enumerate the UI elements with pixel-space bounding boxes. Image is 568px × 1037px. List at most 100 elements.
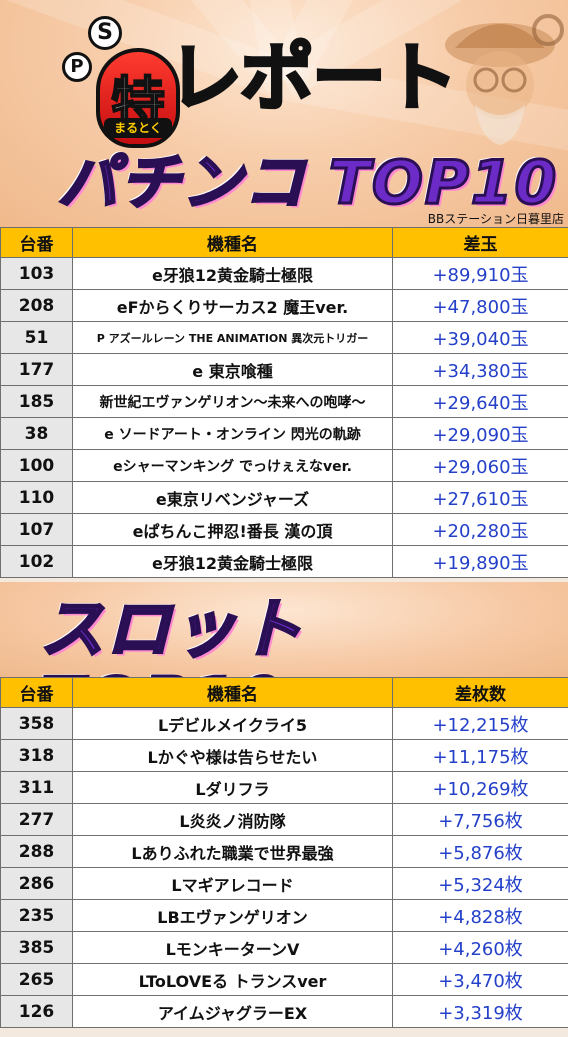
table-row: 185 新世紀エヴァンゲリオン～未来への咆哮～ +29,640玉	[0, 385, 568, 418]
table-row: 51 P アズールレーン THE ANIMATION 異次元トリガー +39,040…	[0, 321, 568, 354]
table-row: 277 L炎炎ノ消防隊 +7,756枚	[0, 803, 568, 836]
column-header-diff: 差枚数	[392, 677, 568, 708]
column-header-number: 台番	[0, 227, 73, 258]
pachinko-header-row: 台番 機種名 差玉	[0, 227, 568, 258]
machine-name: アイムジャグラーEX	[72, 995, 393, 1028]
diff-value: +10,269枚	[392, 771, 568, 804]
table-row: 103 e牙狼12黄金騎士極限 +89,910玉	[0, 257, 568, 290]
table-row: 385 LモンキーターンV +4,260枚	[0, 931, 568, 964]
table-row: 38 e ソードアート・オンライン 閃光の軌跡 +29,090玉	[0, 417, 568, 450]
column-header-number: 台番	[0, 677, 73, 708]
diff-value: +47,800玉	[392, 289, 568, 322]
diff-value: +3,319枚	[392, 995, 568, 1028]
diff-value: +27,610玉	[392, 481, 568, 514]
machine-name: Lダリフラ	[72, 771, 393, 804]
table-row: 235 LBエヴァンゲリオン +4,828枚	[0, 899, 568, 932]
machine-name: LBエヴァンゲリオン	[72, 899, 393, 932]
machine-number: 358	[0, 707, 73, 740]
toku-badge: 特 まるとく	[96, 48, 180, 148]
machine-name: LToLOVEる トランスver	[72, 963, 393, 996]
machine-number: 235	[0, 899, 73, 932]
machine-number: 208	[0, 289, 73, 322]
machine-name: eFからくりサーカス2 魔王ver.	[72, 289, 393, 322]
machine-number: 311	[0, 771, 73, 804]
machine-name: Lありふれた職業で世界最強	[72, 835, 393, 868]
machine-name: L炎炎ノ消防隊	[72, 803, 393, 836]
machine-number: 126	[0, 995, 73, 1028]
machine-number: 110	[0, 481, 73, 514]
diff-value: +7,756枚	[392, 803, 568, 836]
store-name: BBステーション日暮里店	[427, 212, 564, 226]
pachinko-table: 台番 機種名 差玉 103 e牙狼12黄金騎士極限 +89,910玉 208 eFから…	[0, 227, 568, 578]
diff-value: +3,470枚	[392, 963, 568, 996]
column-header-model: 機種名	[72, 227, 393, 258]
table-row: 177 e 東京喰種 +34,380玉	[0, 353, 568, 386]
table-row: 208 eFからくりサーカス2 魔王ver. +47,800玉	[0, 289, 568, 322]
table-row: 126 アイムジャグラーEX +3,319枚	[0, 995, 568, 1028]
table-row: 102 e牙狼12黄金騎士極限 +19,890玉	[0, 545, 568, 578]
detective-mascot-icon	[445, 14, 564, 145]
pachinko-section-title: パチンコ TOP10	[56, 148, 559, 218]
slot-header-row: 台番 機種名 差枚数	[0, 677, 568, 708]
machine-number: 277	[0, 803, 73, 836]
marutoku-label: まるとく	[104, 118, 172, 138]
diff-value: +29,640玉	[392, 385, 568, 418]
machine-name: 新世紀エヴァンゲリオン～未来への咆哮～	[72, 385, 393, 418]
badge-s: S	[88, 16, 122, 50]
diff-value: +19,890玉	[392, 545, 568, 578]
machine-number: 102	[0, 545, 73, 578]
diff-value: +39,040玉	[392, 321, 568, 354]
diff-value: +4,260枚	[392, 931, 568, 964]
table-row: 311 Lダリフラ +10,269枚	[0, 771, 568, 804]
diff-value: +5,876枚	[392, 835, 568, 868]
report-title: レポート	[167, 35, 460, 121]
table-row: 286 Lマギアレコード +5,324枚	[0, 867, 568, 900]
machine-name: Lかぐや様は告らせたい	[72, 739, 393, 772]
slot-banner	[0, 582, 568, 677]
machine-number: 185	[0, 385, 73, 418]
diff-value: +11,175枚	[392, 739, 568, 772]
column-header-diff: 差玉	[392, 227, 568, 258]
machine-number: 385	[0, 931, 73, 964]
machine-number: 100	[0, 449, 73, 482]
machine-number: 51	[0, 321, 73, 354]
machine-number: 107	[0, 513, 73, 546]
machine-name: P アズールレーン THE ANIMATION 異次元トリガー	[72, 321, 393, 354]
table-row: 358 Lデビルメイクライ5 +12,215枚	[0, 707, 568, 740]
machine-number: 177	[0, 353, 73, 386]
diff-value: +29,090玉	[392, 417, 568, 450]
diff-value: +29,060玉	[392, 449, 568, 482]
table-row: 107 eぱちんこ押忍!番長 漢の頂 +20,280玉	[0, 513, 568, 546]
machine-number: 38	[0, 417, 73, 450]
diff-value: +12,215枚	[392, 707, 568, 740]
column-header-model: 機種名	[72, 677, 393, 708]
diff-value: +89,910玉	[392, 257, 568, 290]
machine-name: e牙狼12黄金騎士極限	[72, 545, 393, 578]
machine-name: e ソードアート・オンライン 閃光の軌跡	[72, 417, 393, 450]
machine-number: 286	[0, 867, 73, 900]
machine-number: 265	[0, 963, 73, 996]
diff-value: +4,828枚	[392, 899, 568, 932]
maru-toku-logo: S P 特 まるとく	[60, 16, 180, 148]
table-row: 110 e東京リベンジャーズ +27,610玉	[0, 481, 568, 514]
badge-p: P	[62, 52, 92, 82]
table-row: 318 Lかぐや様は告らせたい +11,175枚	[0, 739, 568, 772]
machine-name: eぱちんこ押忍!番長 漢の頂	[72, 513, 393, 546]
machine-name: eシャーマンキング でっけぇえなver.	[72, 449, 393, 482]
header-banner: S P 特 まるとく レポート パチンコ TOP10 BBステーション日暮里店	[0, 0, 568, 227]
machine-name: e 東京喰種	[72, 353, 393, 386]
slot-table: 台番 機種名 差枚数 358 Lデビルメイクライ5 +12,215枚 318 Lかぐや…	[0, 677, 568, 1028]
machine-number: 288	[0, 835, 73, 868]
diff-value: +5,324枚	[392, 867, 568, 900]
table-row: 288 Lありふれた職業で世界最強 +5,876枚	[0, 835, 568, 868]
machine-name: Lマギアレコード	[72, 867, 393, 900]
machine-number: 103	[0, 257, 73, 290]
diff-value: +20,280玉	[392, 513, 568, 546]
machine-name: e牙狼12黄金騎士極限	[72, 257, 393, 290]
table-row: 265 LToLOVEる トランスver +3,470枚	[0, 963, 568, 996]
diff-value: +34,380玉	[392, 353, 568, 386]
machine-name: Lデビルメイクライ5	[72, 707, 393, 740]
machine-name: LモンキーターンV	[72, 931, 393, 964]
machine-name: e東京リベンジャーズ	[72, 481, 393, 514]
machine-number: 318	[0, 739, 73, 772]
